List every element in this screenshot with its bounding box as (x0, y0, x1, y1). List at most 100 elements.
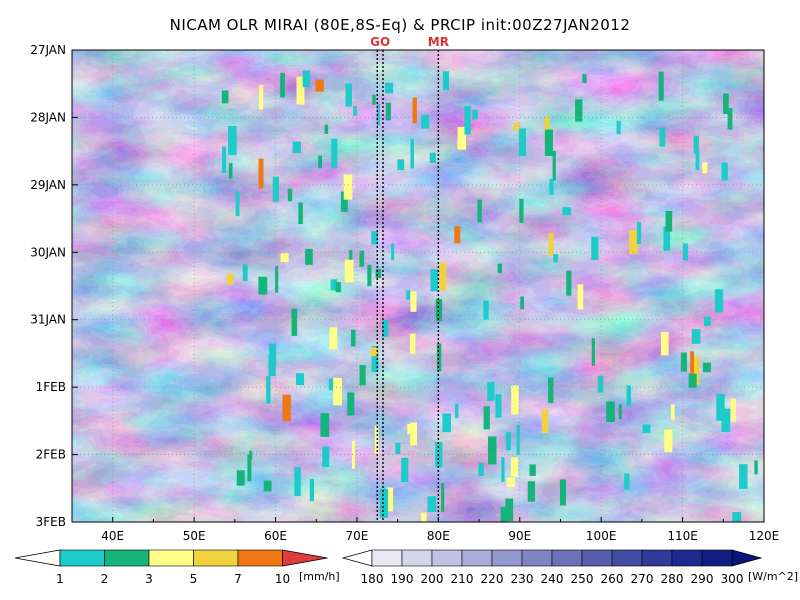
y-tick-label: 2FEB (36, 448, 66, 462)
precip-patch (658, 71, 664, 101)
precip-patch (732, 512, 742, 522)
colorbar-arrow-low (341, 549, 373, 567)
precip-patch (520, 296, 525, 310)
precip-patch (483, 406, 490, 430)
precip-patch (500, 506, 508, 522)
precip-patch (345, 83, 352, 107)
precip-patch (626, 385, 631, 407)
precip-patch (518, 128, 527, 157)
y-tick-label: 29JAN (30, 178, 66, 192)
precip-patch (427, 496, 437, 513)
colorbar-label: 1 (56, 572, 64, 586)
precip-patch (258, 276, 268, 295)
precip-patch (340, 191, 348, 212)
precip-patch (577, 284, 584, 310)
precip-patch (386, 487, 394, 512)
precip-patch (659, 127, 666, 147)
precip-patch (591, 338, 595, 366)
colorbar-arrow-low (14, 549, 61, 567)
precip-patch (727, 108, 733, 130)
precip-patch (280, 253, 289, 263)
colorbar-label: 190 (391, 572, 414, 586)
colorbar-swatch (104, 549, 150, 567)
precip-patch (723, 93, 729, 115)
colorbar-label: 270 (631, 572, 654, 586)
precip-patch (670, 404, 675, 420)
colorbar-swatch (491, 549, 523, 567)
colorbar-label: 280 (661, 572, 684, 586)
precip-patch (501, 457, 505, 483)
precip-patch (505, 498, 514, 522)
colorbar-swatch (521, 549, 553, 567)
precip-patch (663, 226, 671, 251)
precip-patch (616, 120, 621, 135)
colorbar-label: 3 (145, 572, 153, 586)
precip-patch (397, 159, 405, 171)
colorbar-swatch (641, 549, 673, 567)
precip-patch (513, 122, 520, 131)
y-tick-label: 31JAN (30, 313, 66, 327)
precip-patch (292, 141, 301, 154)
precip-patch (222, 146, 227, 173)
y-tick-label: 27JAN (30, 43, 66, 57)
colorbar-label: 180 (361, 572, 384, 586)
precip-patch (690, 351, 695, 380)
olr-field (72, 50, 764, 522)
colorbar-swatch (371, 549, 403, 567)
precip-patch (226, 273, 234, 285)
precip-patch (324, 124, 329, 134)
precip-patch (263, 480, 272, 492)
precip-patch (269, 343, 277, 367)
precip-patch (472, 109, 478, 120)
precip-patch (527, 481, 536, 502)
precip-patch (606, 401, 615, 423)
x-tick-label: 60E (264, 529, 287, 543)
precip-patch (376, 104, 380, 126)
precip-patch (430, 269, 438, 292)
precip-patch (228, 163, 233, 179)
precip-patch (302, 70, 311, 88)
precip-patch (553, 254, 559, 263)
precip-patch (359, 365, 366, 386)
colorbar-swatch (431, 549, 463, 567)
precip-patch (505, 432, 511, 451)
colorbar-swatch (148, 549, 194, 567)
precip-patch (575, 99, 583, 122)
precip-patch (548, 377, 554, 404)
precip-patch (695, 148, 700, 170)
precip-patch (410, 422, 418, 446)
precip-patch (552, 150, 556, 181)
precip-patch (421, 114, 430, 129)
precip-patch (716, 393, 725, 421)
colorbar-swatch (671, 549, 703, 567)
plot-frame (71, 49, 765, 523)
colorbar-label: 290 (691, 572, 714, 586)
precip-patch (582, 74, 587, 84)
precip-patch (385, 82, 394, 94)
precip-patch (703, 316, 711, 327)
colorbar-swatch (461, 549, 493, 567)
precip-patch (291, 308, 298, 336)
colorbar-label: 10 (275, 572, 290, 586)
colorbar-swatch (59, 549, 105, 567)
marker-label-go: GO (370, 35, 390, 49)
precip-patch (305, 248, 313, 265)
precip-patch (688, 373, 697, 388)
precip-patch (442, 71, 449, 90)
precip-patch (497, 263, 502, 274)
precip-patch (721, 162, 728, 181)
precip-patch (429, 152, 436, 163)
precip-patch (295, 373, 305, 386)
precip-patch (642, 424, 651, 434)
precip-patch (395, 442, 401, 455)
precip-patch (315, 79, 324, 92)
y-tick-label: 30JAN (30, 245, 66, 259)
colorbar-swatch (193, 549, 239, 567)
precip-patch (249, 450, 253, 460)
x-tick-label: 50E (183, 529, 206, 543)
precip-colorbar: 1 2 3 5 7 10 [mm/h] (14, 549, 340, 586)
precip-patch (566, 270, 572, 296)
precip-patch (372, 94, 376, 105)
precip-patch (371, 346, 379, 373)
colorbar-label: 300 (721, 572, 744, 586)
